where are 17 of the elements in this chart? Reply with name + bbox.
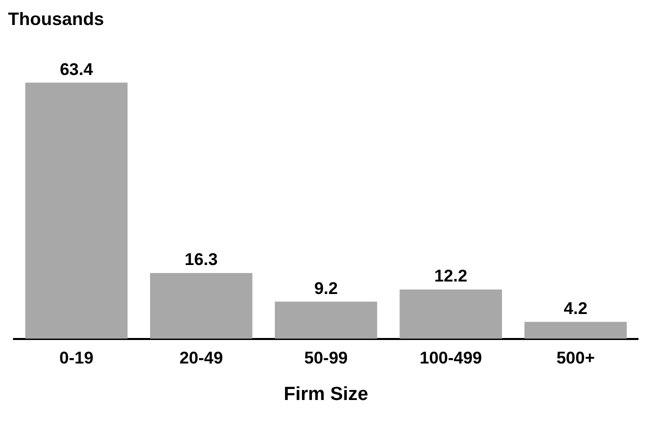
y-axis-title: Thousands [8,8,106,30]
x-axis-title: Firm Size [284,384,368,405]
bar [524,322,627,339]
data-label: 63.4 [60,60,94,79]
x-tick-label: 500+ [556,348,595,368]
x-tick-label: 20-49 [179,348,223,368]
data-label: 9.2 [314,278,338,298]
bar [150,272,252,339]
data-label: 4.2 [564,299,588,318]
bar [274,302,378,339]
bar [25,82,128,339]
x-tick-label: 50-99 [304,348,348,368]
x-tick-label: 100-499 [420,348,482,368]
x-tick-label: 0-19 [59,348,94,368]
data-label: 16.3 [184,250,218,270]
data-label: 12.2 [434,266,468,286]
bar [400,290,502,339]
